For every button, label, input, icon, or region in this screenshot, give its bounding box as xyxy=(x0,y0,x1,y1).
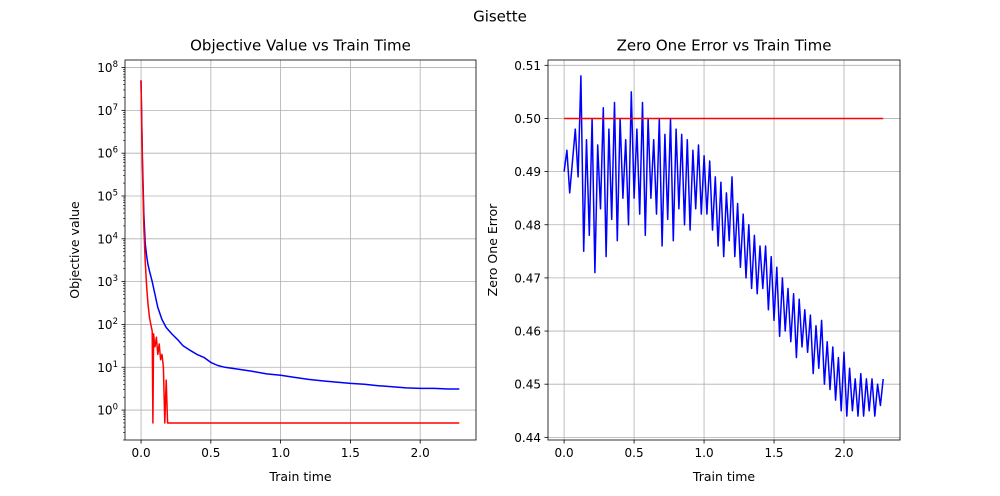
zero-one-error-chart-ylabel: Zero One Error xyxy=(485,203,500,296)
objective-y-tick-label: 104 xyxy=(97,231,118,246)
objective-series-1-line xyxy=(140,80,460,390)
zero-one-error-chart-title: Zero One Error vs Train Time xyxy=(617,37,832,55)
objective-y-tick-label: 100 xyxy=(97,403,118,418)
zero-one-error-x-tick-label: 1.0 xyxy=(695,446,714,460)
zero-one-error-x-tick-label: 0.0 xyxy=(555,446,574,460)
zero-one-error-plot-frame xyxy=(547,59,901,441)
objective-chart-ylabel: Objective value xyxy=(67,201,82,299)
objective-chart-title: Objective Value vs Train Time xyxy=(190,37,411,55)
objective-x-tick-label: 0.5 xyxy=(201,446,220,460)
zero-one-error-y-tick-label: 0.48 xyxy=(514,218,541,232)
objective-y-tick-label: 108 xyxy=(97,60,118,75)
zero-one-error-x-tick-label: 0.5 xyxy=(625,446,644,460)
zero-one-error-ticks: 0.0 0.5 1.0 1.5 2.0 0.44 0.45 0.46 0.47 0.48 0.49 0… xyxy=(514,59,853,460)
figure-suptitle: Gisette xyxy=(473,8,527,26)
objective-y-tick-label: 101 xyxy=(97,360,118,375)
objective-chart: Objective Value vs Train Time Train time… xyxy=(67,37,477,484)
objective-ticks: 0.0 0.5 1.0 1.5 2.0 100 101 102 103 104 105 106 107 1… xyxy=(97,60,429,460)
zero-one-error-x-tick-label: 2.0 xyxy=(834,446,853,460)
objective-y-tick-label: 102 xyxy=(97,317,118,332)
objective-y-tick-label: 103 xyxy=(97,274,118,289)
objective-x-tick-label: 1.5 xyxy=(341,446,360,460)
objective-y-tick-label: 106 xyxy=(97,146,118,161)
objective-plot-frame xyxy=(124,59,477,441)
zero-one-error-series-1-line xyxy=(563,75,884,417)
zero-one-error-chart-xlabel: Train time xyxy=(692,469,756,484)
zero-one-error-y-tick-label: 0.49 xyxy=(514,165,541,179)
zero-one-error-y-tick-label: 0.51 xyxy=(514,59,541,73)
zero-one-error-y-tick-label: 0.45 xyxy=(514,378,541,392)
objective-y-tick-label: 107 xyxy=(97,103,118,118)
zero-one-error-y-tick-label: 0.50 xyxy=(514,112,541,126)
zero-one-error-y-tick-label: 0.44 xyxy=(514,431,541,445)
zero-one-error-x-tick-label: 1.5 xyxy=(764,446,783,460)
objective-y-tick-label: 105 xyxy=(97,188,118,203)
zero-one-error-chart: Zero One Error vs Train Time Train time … xyxy=(485,37,901,484)
objective-chart-xlabel: Train time xyxy=(268,469,332,484)
zero-one-error-y-tick-label: 0.46 xyxy=(514,325,541,339)
objective-x-tick-label: 0.0 xyxy=(132,446,151,460)
zero-one-error-y-tick-label: 0.47 xyxy=(514,271,541,285)
objective-series-2-line xyxy=(140,80,460,424)
objective-grid xyxy=(125,60,476,440)
objective-x-tick-label: 1.0 xyxy=(271,446,290,460)
objective-x-tick-label: 2.0 xyxy=(411,446,430,460)
